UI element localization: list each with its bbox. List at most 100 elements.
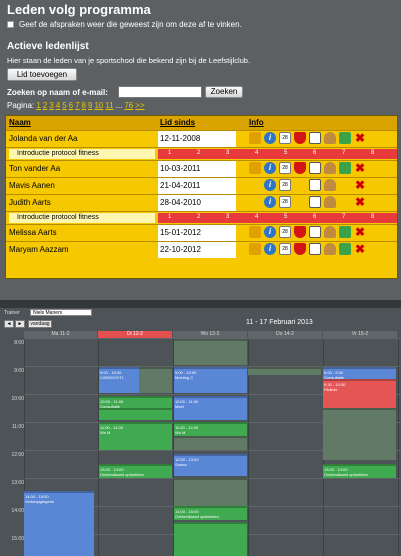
shield-icon[interactable] bbox=[294, 132, 306, 144]
calendar-event[interactable]: 11:00 - 12:00 Wo M bbox=[174, 422, 247, 436]
trainer-icon[interactable] bbox=[324, 162, 336, 174]
calendar-event[interactable]: 12:00 - 13:00 Sauna bbox=[174, 454, 247, 476]
day-header[interactable]: Ma 11-2 bbox=[24, 331, 97, 338]
day-header[interactable]: Wo 13-2 bbox=[173, 331, 247, 338]
protocol-step[interactable]: 5 bbox=[284, 214, 288, 220]
member-row[interactable]: Maryam Aazzam 22-10-2012 i 28 ✖ bbox=[6, 241, 397, 258]
calendar-icon[interactable]: 28 bbox=[279, 196, 291, 208]
member-row[interactable]: Mavis Aanen 21-04-2011 i 28 ✖ bbox=[6, 177, 397, 194]
page-link[interactable]: 11 bbox=[105, 101, 114, 110]
member-name[interactable]: Jolanda van der Aa bbox=[9, 134, 78, 143]
lamp-icon[interactable] bbox=[249, 226, 261, 238]
protocol-step[interactable]: 6 bbox=[313, 214, 317, 220]
page-link[interactable]: 7 bbox=[75, 101, 80, 110]
info-icon[interactable]: i bbox=[264, 162, 276, 174]
document-icon[interactable] bbox=[309, 132, 321, 144]
day-header[interactable]: Vr 15-2 bbox=[323, 331, 397, 338]
delete-icon[interactable]: ✖ bbox=[354, 242, 366, 256]
calendar-event[interactable] bbox=[174, 478, 247, 506]
lamp-icon[interactable] bbox=[249, 243, 261, 255]
calendar-event[interactable]: 9:00 - 10:00 Meeting C bbox=[174, 367, 247, 393]
search-button[interactable]: Zoeken bbox=[205, 86, 243, 98]
member-name[interactable]: Judith Aarts bbox=[9, 198, 51, 207]
prev-week-button[interactable]: ◄ bbox=[4, 320, 14, 328]
calendar-icon[interactable]: 28 bbox=[279, 179, 291, 191]
trainer-icon[interactable] bbox=[324, 243, 336, 255]
column-name-header[interactable]: Naam bbox=[9, 118, 31, 127]
protocol-step[interactable]: 3 bbox=[226, 150, 230, 156]
trainer-select[interactable]: Niels Maners bbox=[30, 309, 92, 316]
protocol-step[interactable]: 6 bbox=[313, 150, 317, 156]
protocol-step[interactable]: 2 bbox=[197, 150, 201, 156]
document-icon[interactable] bbox=[309, 179, 321, 191]
delete-icon[interactable]: ✖ bbox=[354, 225, 366, 239]
shield-icon[interactable] bbox=[294, 243, 306, 255]
calendar-event[interactable]: 13:00 - 14:00 Ochtendkaart opbrekken bbox=[323, 464, 396, 478]
calendar-icon[interactable]: 28 bbox=[279, 132, 291, 144]
calendar-icon[interactable]: 28 bbox=[279, 226, 291, 238]
page-link[interactable]: 10 bbox=[94, 101, 104, 110]
transfer-icon[interactable] bbox=[339, 226, 351, 238]
page-link[interactable]: 1 bbox=[36, 101, 41, 110]
calendar-event[interactable]: 14:00 - 15:00 Verkoopgesprek bbox=[24, 491, 94, 556]
protocol-step[interactable]: 8 bbox=[371, 150, 375, 156]
page-link[interactable]: 5 bbox=[62, 101, 67, 110]
info-icon[interactable]: i bbox=[264, 226, 276, 238]
show-past-checkbox-row[interactable]: Geef de afspraken weer die geweest zijn … bbox=[7, 20, 242, 29]
page-link[interactable]: 8 bbox=[81, 101, 86, 110]
member-name[interactable]: Maryam Aazzam bbox=[9, 245, 69, 254]
calendar-event[interactable] bbox=[174, 436, 247, 450]
calendar-event[interactable] bbox=[323, 408, 396, 460]
member-row[interactable]: Melissa Aarts 15-01-2012 i 28 ✖ bbox=[6, 224, 397, 241]
trainer-icon[interactable] bbox=[324, 179, 336, 191]
day-header[interactable]: Do 14-2 bbox=[248, 331, 322, 338]
protocol-step[interactable]: 1 bbox=[168, 214, 172, 220]
trainer-icon[interactable] bbox=[324, 226, 336, 238]
calendar-event[interactable] bbox=[139, 367, 172, 393]
protocol-step[interactable]: 8 bbox=[371, 214, 375, 220]
transfer-icon[interactable] bbox=[339, 162, 351, 174]
search-input[interactable] bbox=[118, 86, 202, 98]
calendar-event[interactable]: 9:30 - 10:30 Fitdiner bbox=[323, 379, 396, 408]
trainer-icon[interactable] bbox=[324, 196, 336, 208]
next-week-button[interactable]: ► bbox=[15, 320, 25, 328]
delete-icon[interactable]: ✖ bbox=[354, 178, 366, 192]
member-name[interactable]: Mavis Aanen bbox=[9, 181, 55, 190]
shield-icon[interactable] bbox=[294, 226, 306, 238]
calendar-event[interactable]: 10:00 - 11:00 Consultatie bbox=[99, 396, 172, 408]
protocol-step[interactable]: 7 bbox=[342, 150, 346, 156]
lamp-icon[interactable] bbox=[249, 162, 261, 174]
day-header[interactable]: Di 12-2 bbox=[98, 331, 172, 338]
protocol-step[interactable]: 1 bbox=[168, 150, 172, 156]
document-icon[interactable] bbox=[309, 243, 321, 255]
trainer-icon[interactable] bbox=[324, 132, 336, 144]
delete-icon[interactable]: ✖ bbox=[354, 161, 366, 175]
protocol-step[interactable]: 3 bbox=[226, 214, 230, 220]
calendar-event[interactable]: 9:00 - 10:00 CARDIO/VTL bbox=[99, 367, 139, 393]
calendar-icon[interactable]: 28 bbox=[279, 243, 291, 255]
protocol-step[interactable]: 2 bbox=[197, 214, 201, 220]
page-link[interactable]: 2 bbox=[42, 101, 48, 110]
info-icon[interactable]: i bbox=[264, 243, 276, 255]
document-icon[interactable] bbox=[309, 162, 321, 174]
protocol-label[interactable]: Introductie protocol fitness bbox=[9, 213, 155, 223]
document-icon[interactable] bbox=[309, 226, 321, 238]
member-name[interactable]: Melissa Aarts bbox=[9, 228, 57, 237]
document-icon[interactable] bbox=[309, 196, 321, 208]
protocol-step[interactable]: 5 bbox=[284, 150, 288, 156]
page-link[interactable]: 6 bbox=[68, 101, 74, 110]
transfer-icon[interactable] bbox=[339, 132, 351, 144]
protocol-label[interactable]: Introductie protocol fitness bbox=[9, 149, 155, 159]
delete-icon[interactable]: ✖ bbox=[354, 195, 366, 209]
page-link[interactable]: >> bbox=[135, 101, 145, 110]
transfer-icon[interactable] bbox=[339, 243, 351, 255]
today-button[interactable]: vandaag bbox=[28, 320, 52, 328]
calendar-icon[interactable]: 28 bbox=[279, 162, 291, 174]
protocol-step[interactable]: 7 bbox=[342, 214, 346, 220]
info-icon[interactable]: i bbox=[264, 132, 276, 144]
calendar-event[interactable]: 11:00 - 11:30 Wo M bbox=[99, 422, 172, 450]
page-link[interactable]: 3 bbox=[49, 101, 54, 110]
page-link[interactable]: 9 bbox=[88, 101, 93, 110]
protocol-step[interactable]: 4 bbox=[255, 150, 259, 156]
calendar-event[interactable] bbox=[174, 522, 247, 556]
